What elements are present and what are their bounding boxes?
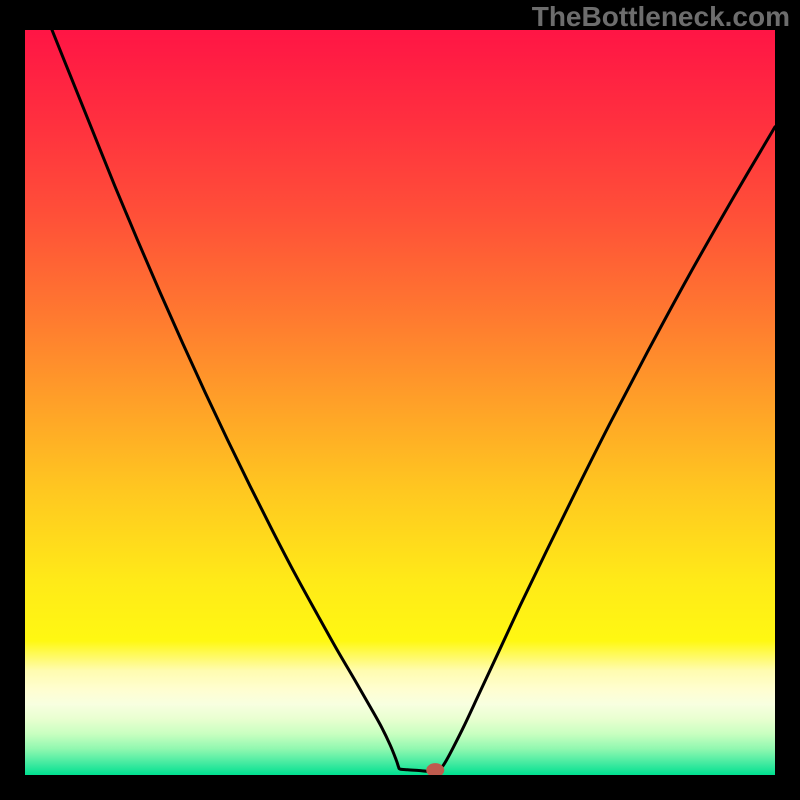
plot-area — [25, 30, 775, 775]
gradient-background — [25, 30, 775, 775]
watermark-text: TheBottleneck.com — [532, 1, 790, 33]
plot-svg — [25, 30, 775, 775]
